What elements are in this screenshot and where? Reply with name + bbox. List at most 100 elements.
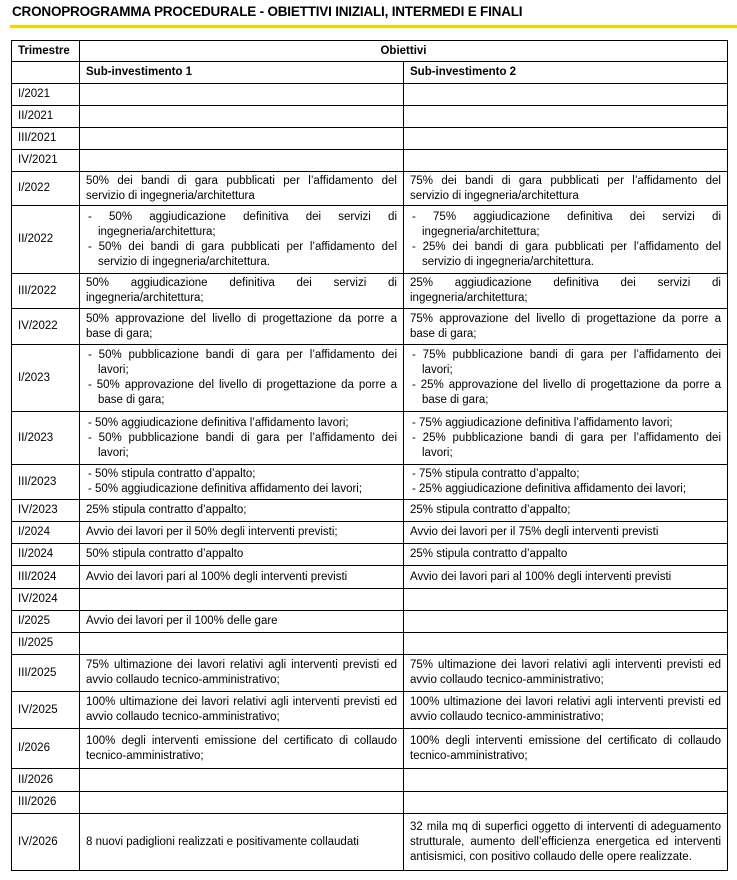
header-obiettivi: Obiettivi <box>79 40 728 62</box>
sub2-cell: 100% ultimazione dei lavori relativi agl… <box>403 691 728 729</box>
trimestre-cell: II/2021 <box>11 105 80 128</box>
objective-item: - 50% approvazione del livello di proget… <box>88 379 397 406</box>
objective-text: 50% approvazione del livello di progetta… <box>86 312 397 340</box>
sub2-cell <box>403 768 728 792</box>
sub1-cell: 25% stipula contratto d’appalto; <box>79 499 404 522</box>
sub1-cell: 50% dei bandi di gara pubblicati per l’a… <box>79 171 404 206</box>
sub1-cell: 50% approvazione del livello di progetta… <box>79 308 404 345</box>
trimestre-cell: I/2026 <box>11 728 80 769</box>
trimestre-cell: III/2023 <box>11 464 80 500</box>
sub1-cell: - 50% aggiudicazione definitiva dei serv… <box>79 205 404 274</box>
sub1-cell: 75% ultimazione dei lavori relativi agli… <box>79 654 404 692</box>
table-row: II/2022 - 50% aggiudicazione definitiva d… <box>11 205 728 274</box>
objective-text: 50% aggiudicazione definitiva dei serviz… <box>86 277 397 304</box>
sub2-cell: 75% ultimazione dei lavori relativi agli… <box>403 654 728 692</box>
sub1-cell: Avvio dei lavori per il 100% delle gare <box>79 610 404 633</box>
objective-text: 50% stipula contratto d’appalto <box>86 548 244 560</box>
objective-item: - 75% pubblicazione bandi di gara per l’… <box>412 349 721 376</box>
objective-list: - 75% pubblicazione bandi di gara per l’… <box>410 348 721 408</box>
trimestre-cell: IV/2024 <box>11 588 80 611</box>
subheader-empty <box>11 61 80 84</box>
objective-item: - 25% pubblicazione bandi di gara per l’… <box>412 431 721 459</box>
sub2-cell: - 75% pubblicazione bandi di gara per l’… <box>403 344 728 412</box>
sub2-cell: 75% dei bandi di gara pubblicati per l’a… <box>403 171 728 206</box>
objective-text: Avvio dei lavori per il 100% delle gare <box>86 615 278 627</box>
table-row: I/2025 Avvio dei lavori per il 100% delle… <box>11 610 728 633</box>
table-row: IV/2022 50% approvazione del livello di p… <box>11 308 728 345</box>
table-row: II/2026 <box>11 768 728 792</box>
objective-list: - 50% stipula contratto d’appalto; - 50% … <box>86 467 397 497</box>
sub2-cell: 75% approvazione del livello di progetta… <box>403 308 728 345</box>
trimestre-cell: I/2023 <box>11 344 80 412</box>
sub2-cell: - 75% aggiudicazione definitiva l’affida… <box>403 411 728 465</box>
trimestre-cell: II/2024 <box>11 543 80 566</box>
objective-item: - 50% dei bandi di gara pubblicati per l… <box>88 240 397 268</box>
sub2-cell: 25% aggiudicazione definitiva dei serviz… <box>403 273 728 309</box>
sub1-cell: 50% aggiudicazione definitiva dei serviz… <box>79 273 404 309</box>
table-row: I/2023 - 50% pubblicazione bandi di gara … <box>11 344 728 412</box>
objective-list: - 50% pubblicazione bandi di gara per l’… <box>86 348 397 408</box>
trimestre-cell: I/2022 <box>11 171 80 206</box>
header-row: Trimestre Obiettivi <box>11 40 728 62</box>
sub2-cell <box>403 791 728 814</box>
trimestre-cell: III/2022 <box>11 273 80 309</box>
sub2-cell: - 75% stipula contratto d’appalto; - 25% … <box>403 464 728 500</box>
sub2-cell: 32 mila mq di superfici oggetto di inter… <box>403 813 728 871</box>
sub1-cell <box>79 149 404 172</box>
header-sub2: Sub-investimento 2 <box>403 61 728 84</box>
trimestre-cell: II/2023 <box>11 411 80 465</box>
trimestre-cell: IV/2022 <box>11 308 80 345</box>
sub1-cell: Avvio dei lavori per il 50% degli interv… <box>79 521 404 544</box>
sub1-cell <box>79 791 404 814</box>
trimestre-cell: III/2024 <box>11 565 80 589</box>
sub1-cell <box>79 632 404 655</box>
table-row: IV/2026 8 nuovi padiglioni realizzati e p… <box>11 813 728 871</box>
sub2-cell <box>403 632 728 655</box>
objective-item: - 50% aggiudicazione definitiva l’affida… <box>88 416 349 429</box>
sub1-cell <box>79 588 404 611</box>
objective-item: - 50% aggiudicazione definitiva dei serv… <box>88 210 397 238</box>
objective-item: - 25% dei bandi di gara pubblicati per l… <box>412 240 721 268</box>
objective-item: - 75% stipula contratto d’appalto; <box>412 468 580 480</box>
table-row: II/2024 50% stipula contratto d’appalto 25… <box>11 543 728 566</box>
table-row: IV/2024 <box>11 588 728 611</box>
objective-item: - 50% aggiudicazione definitiva affidame… <box>88 483 363 495</box>
page-title: CRONOPROGRAMMA PROCEDURALE - OBIETTIVI I… <box>12 4 523 19</box>
sub1-cell <box>79 127 404 150</box>
trimestre-cell: III/2026 <box>11 791 80 814</box>
objective-text: Avvio dei lavori pari al 100% degli inte… <box>410 570 672 583</box>
trimestre-cell: IV/2025 <box>11 691 80 729</box>
sub2-cell: 25% stipula contratto d’appalto <box>403 543 728 566</box>
objective-list: - 50% aggiudicazione definitiva l’affida… <box>86 416 397 461</box>
objective-text: 75% approvazione del livello di progetta… <box>410 312 721 340</box>
sub2-cell: 25% stipula contratto d’appalto; <box>403 499 728 522</box>
sub1-cell <box>79 105 404 128</box>
sub2-cell <box>403 588 728 611</box>
objective-list: - 75% aggiudicazione definitiva dei serv… <box>410 210 721 270</box>
table-row: II/2021 <box>11 105 728 128</box>
table-row: I/2024 Avvio dei lavori per il 50% degli … <box>11 521 728 544</box>
objective-text: Avvio dei lavori per il 50% degli interv… <box>86 526 338 538</box>
sub2-cell: 100% degli interventi emissione del cert… <box>403 728 728 769</box>
table-row: I/2026 100% degli interventi emissione de… <box>11 728 728 769</box>
sub1-cell: 8 nuovi padiglioni realizzati e positiva… <box>79 813 404 871</box>
sub1-cell: - 50% aggiudicazione definitiva l’affida… <box>79 411 404 465</box>
objective-text: Avvio dei lavori per il 75% degli interv… <box>410 526 659 538</box>
objective-text: 25% stipula contratto d’appalto; <box>410 504 571 516</box>
header-trimestre: Trimestre <box>11 40 80 62</box>
trimestre-cell: III/2025 <box>11 654 80 692</box>
objective-item: - 50% pubblicazione bandi di gara per l’… <box>88 349 397 376</box>
objective-text: 25% stipula contratto d’appalto <box>410 548 568 560</box>
sub2-cell: Avvio dei lavori pari al 100% degli inte… <box>403 565 728 589</box>
sub2-cell <box>403 610 728 633</box>
objective-list: - 75% stipula contratto d’appalto; - 25% … <box>410 467 721 497</box>
objective-item: - 25% aggiudicazione definitiva affidame… <box>412 483 687 495</box>
objective-item: - 50% pubblicazione bandi di gara per l’… <box>88 431 397 459</box>
title-underline <box>10 25 737 28</box>
sub1-cell: Avvio dei lavori pari al 100% degli inte… <box>79 565 404 589</box>
sub1-cell: - 50% pubblicazione bandi di gara per l’… <box>79 344 404 412</box>
objective-text: 100% degli interventi emissione del cert… <box>410 734 721 762</box>
trimestre-cell: III/2021 <box>11 127 80 150</box>
table-row: I/2022 50% dei bandi di gara pubblicati p… <box>11 171 728 206</box>
trimestre-cell: IV/2021 <box>11 149 80 172</box>
